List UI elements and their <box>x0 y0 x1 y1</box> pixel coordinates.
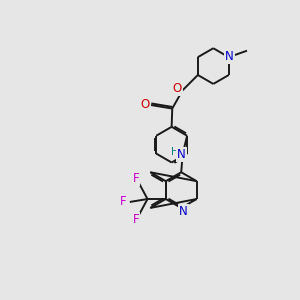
Text: N: N <box>179 205 188 218</box>
Text: F: F <box>132 213 139 226</box>
Text: N: N <box>177 148 186 161</box>
Text: H: H <box>171 147 178 157</box>
Text: O: O <box>172 82 182 95</box>
Text: O: O <box>140 98 149 111</box>
Text: F: F <box>120 196 127 208</box>
Text: F: F <box>132 172 139 185</box>
Text: N: N <box>225 50 234 63</box>
